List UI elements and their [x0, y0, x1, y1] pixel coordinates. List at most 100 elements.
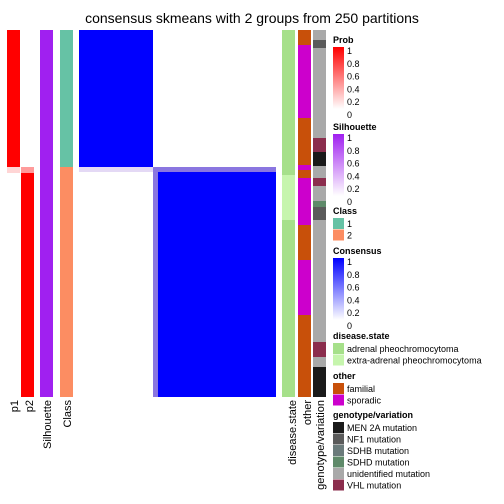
disease-state-cell: [282, 30, 295, 45]
disease-state-cell: [282, 190, 295, 198]
legend-tick: 1: [347, 257, 352, 267]
other-cell: [298, 170, 311, 178]
legend-title-1: Silhouette: [333, 122, 377, 132]
legend-tick: 0.2: [347, 184, 360, 194]
legend-swatch: [333, 479, 344, 491]
legend-entry: SDHB mutation: [347, 446, 409, 456]
legend-tick: 0.8: [347, 146, 360, 156]
legend-entry: adrenal pheochromocytoma: [347, 344, 459, 354]
p2-class2-cell: [21, 173, 34, 397]
other-cell: [298, 178, 311, 225]
legend-swatch: [333, 422, 344, 433]
column-label-1: p2: [24, 400, 36, 412]
genotype-cell: [313, 201, 326, 207]
legend-entry: SDHD mutation: [347, 458, 410, 468]
legend-tick: 0.4: [347, 171, 360, 181]
legend-tick: 1: [347, 46, 352, 56]
legend-swatch: [333, 394, 344, 406]
genotype-cell: [313, 220, 326, 342]
consensus-block-class2: [158, 172, 276, 397]
legend-entry: familial: [347, 384, 375, 394]
genotype-cell: [313, 30, 326, 40]
genotype-cell: [313, 186, 326, 201]
legend-entry: 1: [347, 219, 352, 229]
legend-title-0: Prob: [333, 35, 354, 45]
p2-class1-cell: [21, 30, 34, 167]
legend-tick: 0.6: [347, 283, 360, 293]
consensus-block-class1: [79, 30, 153, 167]
genotype-cell: [313, 166, 326, 178]
legend-tick: 1: [347, 133, 352, 143]
other-cell: [298, 260, 311, 315]
legend-swatch: [333, 229, 344, 241]
legend-entry: unidentified mutation: [347, 469, 430, 479]
column-label-5: other: [302, 400, 314, 425]
legend-entry: sporadic: [347, 396, 382, 406]
legend-entry: 2: [347, 231, 352, 241]
legend-swatch: [333, 445, 344, 456]
p1-class2-cell: [7, 173, 20, 397]
legend-gradient-3: [333, 258, 344, 320]
legend-swatch: [333, 354, 344, 366]
legend-tick: 0.2: [347, 308, 360, 318]
legend-tick: 0.6: [347, 72, 360, 82]
consensus-edge-row: [153, 167, 276, 172]
disease-state-cell: [282, 45, 295, 175]
chart-title: consensus skmeans with 2 groups from 250…: [85, 10, 419, 26]
legend-swatch: [333, 456, 344, 468]
legend-tick: 0.4: [347, 295, 360, 305]
genotype-cell: [313, 342, 326, 357]
legend-title-6: genotype/variation: [333, 410, 413, 420]
legend-tick: 0: [347, 110, 352, 120]
genotype-cell: [313, 367, 326, 397]
consensus-fade-row: [79, 167, 153, 172]
genotype-cell: [313, 178, 326, 186]
column-label-6: genotype/variation: [315, 400, 327, 490]
legend-entry: MEN 2A mutation: [347, 423, 417, 433]
genotype-cell: [313, 138, 326, 152]
legend-tick: 0.8: [347, 270, 360, 280]
silhouette-cell: [40, 30, 53, 397]
legend-title-3: Consensus: [333, 246, 382, 256]
legend-tick: 0.4: [347, 84, 360, 94]
legend-title-4: disease.state: [333, 331, 390, 341]
legend-entry: extra-adrenal pheochromocytoma: [347, 356, 482, 366]
consensus-edge-col: [153, 172, 158, 397]
legend-entry: NF1 mutation: [347, 435, 401, 445]
class-1-cell: [60, 30, 73, 167]
legend-title-5: other: [333, 371, 356, 381]
legend-tick: 0.6: [347, 159, 360, 169]
other-cell: [298, 45, 311, 118]
legend-tick: 0: [347, 321, 352, 331]
legend-swatch: [333, 468, 344, 479]
legend-swatch: [333, 343, 344, 354]
genotype-cell: [313, 207, 326, 220]
column-label-3: Class: [62, 400, 74, 428]
legend-gradient-1: [333, 134, 344, 196]
legend-swatch: [333, 433, 344, 445]
p1-transition-cell: [7, 167, 20, 173]
legend-title-2: Class: [333, 206, 357, 216]
legend-swatch: [333, 383, 344, 394]
legend-tick: 0.8: [347, 59, 360, 69]
legend-tick: 0.2: [347, 97, 360, 107]
column-label-4: disease.state: [287, 400, 299, 465]
p1-class1-cell: [7, 30, 20, 167]
other-cell: [298, 118, 311, 165]
other-cell: [298, 165, 311, 170]
other-cell: [298, 315, 311, 397]
column-label-2: Silhouette: [42, 400, 54, 449]
genotype-cell: [313, 48, 326, 138]
genotype-cell: [313, 357, 326, 367]
legend-entry: VHL mutation: [347, 481, 401, 491]
legend-tick: 0: [347, 197, 352, 207]
other-cell: [298, 30, 311, 45]
other-cell: [298, 225, 311, 260]
class-2-cell: [60, 167, 73, 397]
legend-swatch: [333, 218, 344, 229]
genotype-cell: [313, 40, 326, 48]
column-label-0: p1: [9, 400, 21, 412]
legend-gradient-0: [333, 47, 344, 109]
genotype-cell: [313, 152, 326, 166]
